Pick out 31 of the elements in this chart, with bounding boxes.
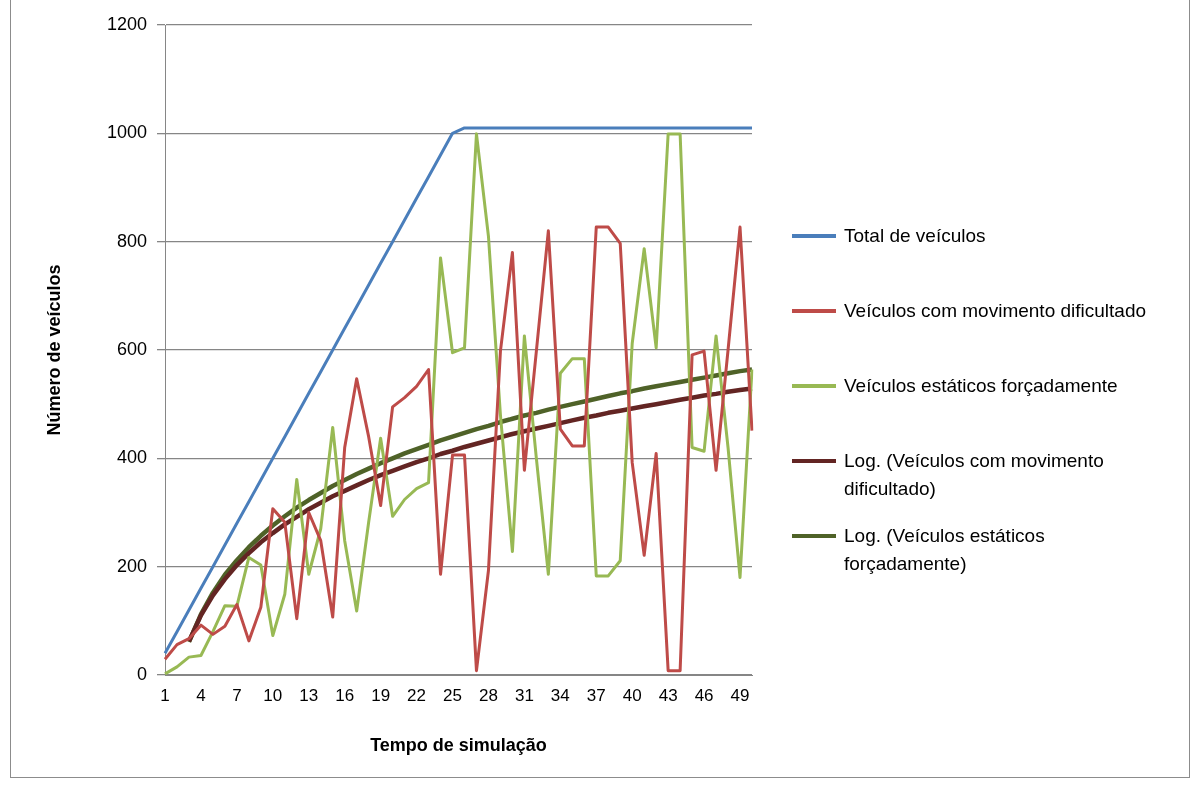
x-tick-label: 16 <box>335 685 355 705</box>
legend-label: Log. (Veículos estáticos forçadamente) <box>844 524 1046 576</box>
y-tick-label: 1000 <box>106 122 147 143</box>
x-axis-title: Tempo de simulação <box>370 735 547 756</box>
y-tick-label: 400 <box>116 447 147 468</box>
legend-label: Log. (Veículos com movimento dificultado) <box>844 449 1105 501</box>
y-tick-label: 1200 <box>106 13 147 34</box>
legend-label: Veículos estáticos forçadamente <box>844 374 1118 398</box>
x-tick-label: 25 <box>443 685 462 705</box>
x-tick-label: 43 <box>658 685 678 705</box>
x-tick-label: 37 <box>586 685 606 705</box>
y-tick-label: 200 <box>116 555 147 576</box>
x-tick-label: 13 <box>299 685 319 705</box>
y-tick-label: 600 <box>116 338 147 359</box>
x-tick-label: 46 <box>694 685 714 705</box>
legend-label: Total de veículos <box>844 224 986 248</box>
x-tick-label: 40 <box>622 685 642 705</box>
y-axis-title: Número de veículos <box>43 264 64 436</box>
x-tick-label: 22 <box>407 685 427 705</box>
x-tick-label: 1 <box>160 685 170 705</box>
x-tick-label: 31 <box>514 685 534 705</box>
x-tick-label: 10 <box>263 685 283 705</box>
x-tick-label: 7 <box>232 685 242 705</box>
x-tick-label: 19 <box>371 685 391 705</box>
x-tick-label: 49 <box>730 685 750 705</box>
x-tick-label: 34 <box>550 685 570 705</box>
y-tick-label: 800 <box>116 230 147 251</box>
x-tick-label: 4 <box>196 685 206 705</box>
legend-label: Veículos com movimento dificultado <box>844 299 1147 323</box>
y-tick-label: 0 <box>136 663 147 684</box>
x-tick-label: 28 <box>478 685 498 705</box>
